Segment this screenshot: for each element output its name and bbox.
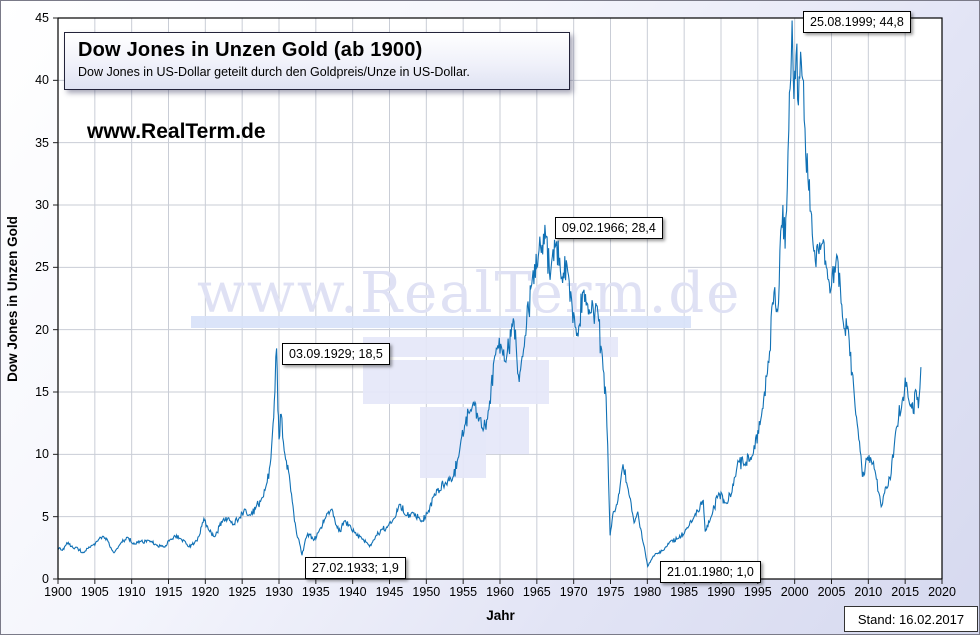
x-tick-label: 1995 bbox=[743, 585, 772, 599]
y-tick-label: 0 bbox=[42, 572, 49, 586]
x-axis-title: Jahr bbox=[486, 608, 515, 623]
y-tick-label: 5 bbox=[42, 509, 49, 524]
x-tick-label: 1990 bbox=[707, 585, 735, 599]
y-tick-label: 20 bbox=[35, 322, 49, 337]
annotation-1980: 21.01.1980; 1,0 bbox=[660, 561, 761, 583]
x-tick-label: 1905 bbox=[80, 585, 109, 599]
x-tick-label: 1940 bbox=[338, 585, 367, 599]
y-tick-label: 40 bbox=[35, 73, 49, 88]
x-tick-label: 1925 bbox=[228, 585, 257, 599]
stand-box: Stand: 16.02.2017 bbox=[844, 606, 978, 632]
x-tick-label: 1985 bbox=[670, 585, 699, 599]
x-tick-label: 2020 bbox=[928, 585, 956, 599]
site-label: www.RealTerm.de bbox=[87, 120, 266, 143]
x-tick-label: 1930 bbox=[265, 585, 293, 599]
annotation-1933: 27.02.1933; 1,9 bbox=[305, 557, 406, 579]
x-tick-label: 1950 bbox=[412, 585, 441, 599]
x-tick-label: 1900 bbox=[44, 585, 72, 599]
watermark-block bbox=[191, 316, 691, 328]
y-tick-label: 10 bbox=[35, 447, 49, 462]
x-tick-label: 1970 bbox=[559, 585, 588, 599]
annotation-1929: 03.09.1929; 18,5 bbox=[282, 343, 390, 365]
y-tick-label: 45 bbox=[35, 11, 49, 25]
watermark-text: www.RealTerm.de bbox=[197, 261, 741, 326]
chart-subtitle: Dow Jones in US-Dollar geteilt durch den… bbox=[78, 65, 470, 79]
annotation-1999: 25.08.1999; 44,8 bbox=[803, 11, 911, 33]
x-tick-label: 1935 bbox=[301, 585, 330, 599]
x-tick-label: 1980 bbox=[633, 585, 662, 599]
x-tick-label: 2000 bbox=[780, 585, 809, 599]
x-tick-label: 1945 bbox=[375, 585, 404, 599]
y-tick-label: 25 bbox=[35, 260, 49, 275]
watermark-block bbox=[363, 360, 549, 404]
stand-label: Stand: 16.02.2017 bbox=[857, 611, 965, 627]
watermark-block bbox=[459, 407, 529, 454]
x-tick-label: 1965 bbox=[522, 585, 551, 599]
watermark-block bbox=[363, 337, 618, 357]
x-tick-label: 1975 bbox=[596, 585, 625, 599]
chart-title-box: Dow Jones in Unzen Gold (ab 1900) Dow Jo… bbox=[64, 32, 570, 90]
x-tick-label: 1915 bbox=[154, 585, 183, 599]
x-tick-label: 2005 bbox=[817, 585, 846, 599]
x-tick-label: 1910 bbox=[117, 585, 146, 599]
y-axis-title: Dow Jones in Unzen Gold bbox=[5, 216, 20, 382]
chart-title: Dow Jones in Unzen Gold (ab 1900) bbox=[78, 39, 423, 61]
x-tick-label: 2010 bbox=[854, 585, 883, 599]
x-tick-label: 1960 bbox=[486, 585, 514, 599]
x-tick-label: 2015 bbox=[891, 585, 920, 599]
series-line bbox=[57, 20, 922, 569]
y-tick-label: 35 bbox=[35, 135, 49, 150]
x-tick-label: 1955 bbox=[449, 585, 478, 599]
annotation-1966: 09.02.1966; 28,4 bbox=[555, 217, 663, 239]
x-tick-label: 1920 bbox=[191, 585, 220, 599]
y-tick-label: 30 bbox=[35, 198, 49, 212]
y-tick-label: 15 bbox=[35, 385, 49, 399]
